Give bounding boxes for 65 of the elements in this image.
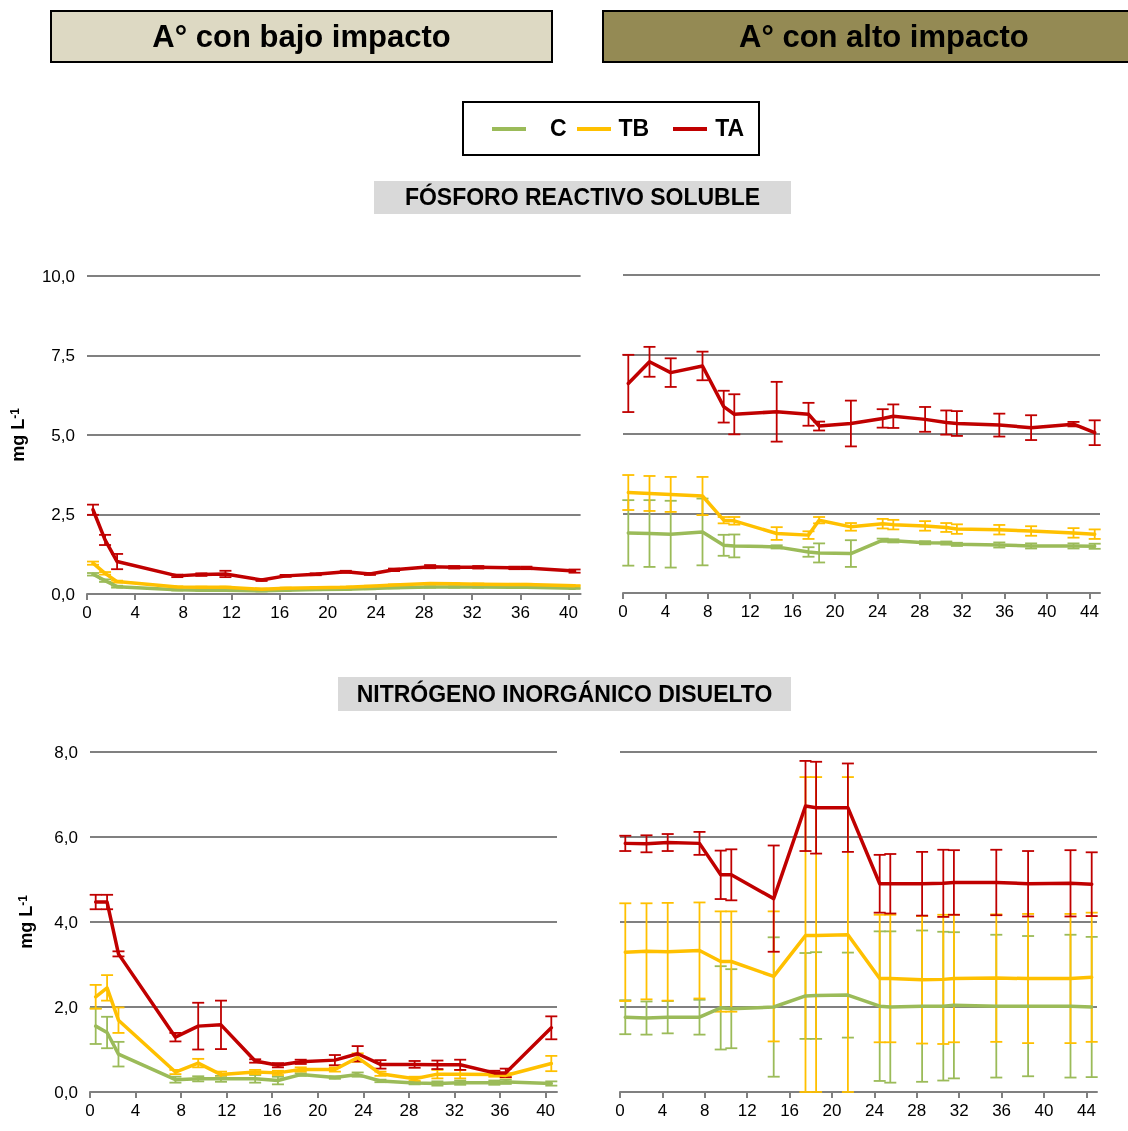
x-tick-label: 4 bbox=[657, 1101, 668, 1120]
x-tick-label: 36 bbox=[510, 603, 530, 622]
x-tick-label: 44 bbox=[1079, 602, 1099, 621]
x-tick-label: 12 bbox=[737, 1101, 757, 1120]
chart-title: A° con alto impacto bbox=[739, 18, 1029, 55]
chart-title: A° con bajo impacto bbox=[152, 18, 451, 55]
x-tick-label: 4 bbox=[660, 602, 671, 621]
x-tick-label: 28 bbox=[907, 1101, 927, 1120]
x-tick-label: 24 bbox=[366, 603, 386, 622]
y-tick-label: 5,0 bbox=[51, 425, 75, 445]
x-tick-label: 20 bbox=[822, 1101, 842, 1120]
y-tick-label: 0,0 bbox=[54, 1082, 78, 1102]
x-tick-label: 32 bbox=[949, 1101, 969, 1120]
x-tick-label: 28 bbox=[399, 1101, 419, 1120]
y-tick-label: 0,0 bbox=[51, 584, 75, 604]
y-axis-title: mg L-1 bbox=[16, 894, 36, 949]
x-tick-label: 40 bbox=[536, 1101, 556, 1120]
x-tick-label: 0 bbox=[82, 603, 92, 622]
y-tick-label: 6,0 bbox=[54, 827, 78, 847]
x-tick-label: 0 bbox=[85, 1101, 95, 1120]
x-tick-label: 0 bbox=[615, 1101, 625, 1120]
x-tick-label: 12 bbox=[222, 603, 241, 622]
x-tick-label: 20 bbox=[825, 602, 845, 621]
y-tick-label: 2,5 bbox=[51, 505, 75, 524]
y-tick-label: 7,5 bbox=[51, 346, 75, 365]
x-tick-label: 32 bbox=[952, 602, 972, 621]
x-tick-label: 24 bbox=[867, 602, 887, 621]
x-tick-label: 16 bbox=[783, 602, 803, 621]
chart-subtitle: FÓSFORO REACTIVO SOLUBLE bbox=[404, 184, 761, 211]
x-tick-label: 40 bbox=[1034, 1101, 1054, 1120]
x-tick-label: 16 bbox=[780, 1101, 800, 1120]
x-tick-label: 20 bbox=[318, 603, 338, 622]
legend-label: TB bbox=[618, 115, 650, 141]
legend-label: TA bbox=[715, 115, 745, 141]
x-tick-label: 4 bbox=[130, 1101, 141, 1120]
x-tick-label: 12 bbox=[740, 602, 760, 621]
x-tick-label: 4 bbox=[130, 603, 140, 622]
x-tick-label: 0 bbox=[618, 602, 628, 621]
y-tick-label: 2,0 bbox=[54, 997, 78, 1017]
x-tick-label: 44 bbox=[1076, 1101, 1096, 1120]
x-tick-label: 32 bbox=[462, 603, 482, 622]
x-tick-label: 40 bbox=[1037, 602, 1057, 621]
x-tick-label: 16 bbox=[270, 603, 290, 622]
x-tick-label: 24 bbox=[353, 1101, 373, 1120]
x-tick-label: 20 bbox=[308, 1101, 328, 1120]
x-tick-label: 36 bbox=[995, 602, 1015, 621]
x-tick-label: 8 bbox=[176, 1101, 186, 1120]
x-tick-label: 36 bbox=[992, 1101, 1012, 1120]
x-tick-label: 28 bbox=[414, 603, 434, 622]
x-tick-label: 12 bbox=[217, 1101, 237, 1120]
x-tick-label: 36 bbox=[490, 1101, 510, 1120]
x-tick-label: 16 bbox=[262, 1101, 282, 1120]
x-tick-label: 24 bbox=[864, 1101, 884, 1120]
chart-subtitle: NITRÓGENO INORGÁNICO DISUELTO bbox=[356, 680, 773, 708]
legend-label: C bbox=[549, 115, 567, 141]
y-tick-label: 8,0 bbox=[54, 742, 78, 762]
x-tick-label: 40 bbox=[559, 603, 579, 622]
x-tick-label: 32 bbox=[445, 1101, 464, 1120]
x-tick-label: 8 bbox=[178, 603, 189, 622]
x-tick-label: 8 bbox=[703, 602, 713, 621]
x-tick-label: 28 bbox=[910, 602, 930, 621]
y-axis-title: mg L-1 bbox=[8, 407, 29, 462]
y-tick-label: 10,0 bbox=[41, 266, 75, 286]
y-tick-label: 4,0 bbox=[54, 912, 78, 932]
x-tick-label: 8 bbox=[700, 1101, 710, 1120]
